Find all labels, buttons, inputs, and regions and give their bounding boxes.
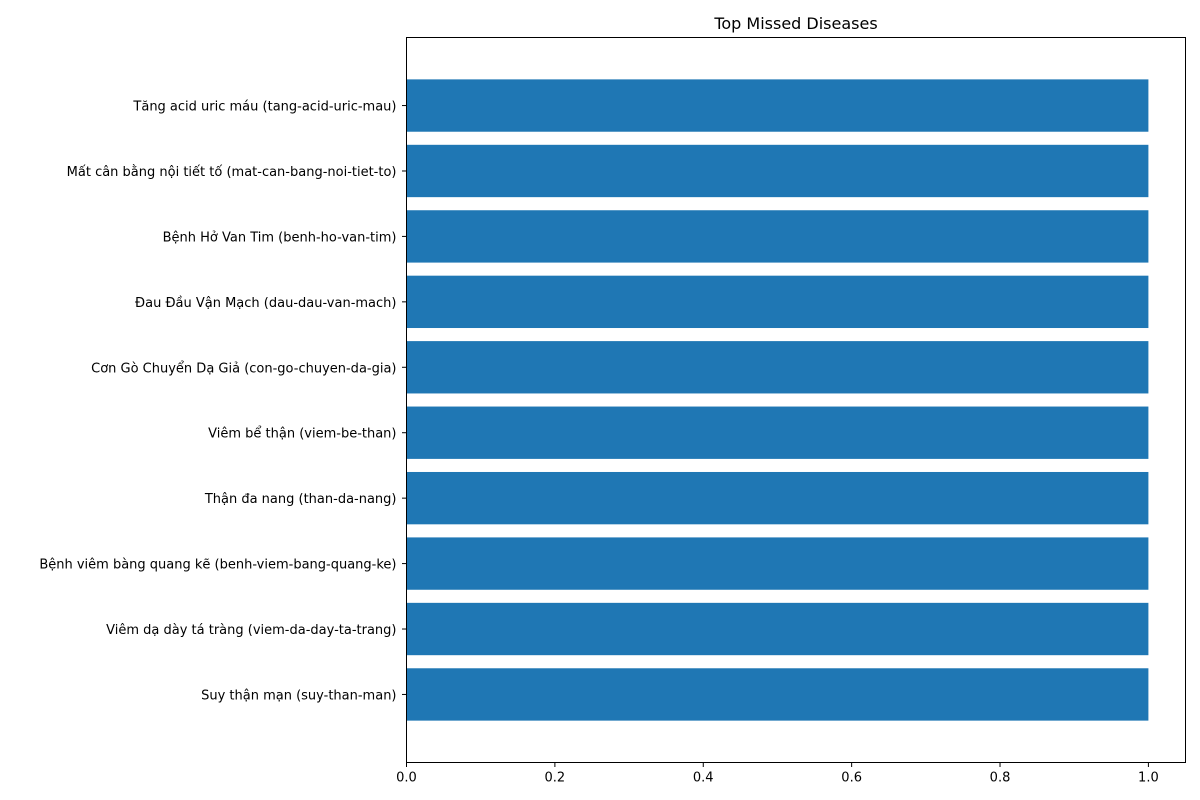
x-tick-layer: 0.0 0.2 0.4 0.6 0.8 1.0 — [396, 762, 1159, 786]
y-tick-label: Suy thận mạn (suy-than-man) — [201, 688, 396, 703]
bar — [406, 602, 1149, 656]
y-tick-label: Cơn Gò Chuyển Dạ Giả (con-go-chuyen-da-g… — [91, 361, 396, 376]
y-tick-label: Bệnh viêm bàng quang kẽ (benh-viem-bang-… — [39, 558, 396, 573]
x-tick-label: 0.4 — [693, 771, 714, 786]
x-tick-label: 0.2 — [545, 771, 566, 786]
x-tick-label: 0.0 — [396, 771, 417, 786]
y-tick-label: Mất cân bằng nội tiết tố (mat-can-bang-n… — [67, 165, 397, 180]
bars-layer — [406, 79, 1149, 721]
y-tick-label: Đau Đầu Vận Mạch (dau-dau-van-mach) — [135, 296, 396, 311]
bar — [406, 79, 1149, 132]
plot-frame — [406, 37, 1186, 763]
x-tick-label: 0.8 — [990, 771, 1011, 786]
y-tick-label: Viêm dạ dày tá tràng (viem-da-day-ta-tra… — [106, 623, 396, 638]
x-tick-label: 0.6 — [841, 771, 862, 786]
y-tick-label: Tăng acid uric máu (tang-acid-uric-mau) — [132, 100, 396, 115]
y-tick-label: Thận đa nang (than-da-nang) — [204, 492, 397, 507]
chart-title: Top Missed Diseases — [713, 14, 877, 33]
x-tick-label: 1.0 — [1138, 771, 1159, 786]
bar — [406, 537, 1149, 590]
y-tick-label: Bệnh Hở Van Tim (benh-ho-van-tim) — [163, 230, 397, 245]
bar — [406, 471, 1149, 525]
y-tick-label: Viêm bể thận (viem-be-than) — [208, 427, 396, 442]
bar — [406, 275, 1149, 329]
bar — [406, 668, 1149, 721]
bar — [406, 210, 1149, 263]
bar — [406, 144, 1149, 198]
bar — [406, 341, 1149, 394]
y-tick-layer: Tăng acid uric máu (tang-acid-uric-mau) M… — [39, 100, 407, 703]
bar — [406, 406, 1149, 459]
